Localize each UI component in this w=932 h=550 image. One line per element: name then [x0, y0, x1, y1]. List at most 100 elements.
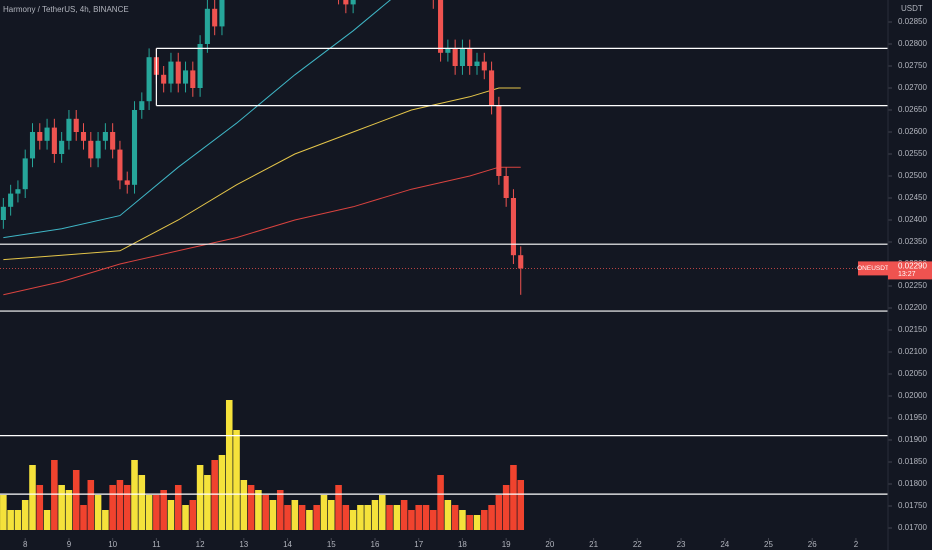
volume-bar: [160, 490, 167, 530]
volume-bar: [422, 505, 430, 530]
price-tag-bg: [888, 261, 932, 280]
candle-body: [131, 110, 138, 185]
volume-bar: [138, 475, 146, 530]
volume-bar: [466, 515, 474, 530]
y-tick-label: 0.02800: [898, 39, 927, 48]
x-tick-label: 20: [545, 540, 554, 549]
y-tick-label: 0.02000: [898, 391, 927, 400]
candle-body: [117, 149, 123, 181]
x-tick-label: 9: [67, 540, 72, 549]
volume-bar: [233, 430, 240, 530]
candle-body: [212, 8, 218, 27]
volume-bar: [225, 400, 233, 530]
y-tick-label: 0.02500: [898, 171, 927, 180]
moving-average: [3, 0, 392, 239]
y-tick-label: 0.02550: [898, 149, 927, 158]
volume-bar: [357, 505, 364, 530]
candle-body: [22, 158, 28, 190]
candle-body: [146, 57, 152, 102]
candle-body: [481, 61, 487, 71]
candle-body: [445, 48, 451, 53]
y-tick-label: 0.02450: [898, 193, 927, 202]
x-tick-label: 25: [764, 540, 773, 549]
volume-bar: [0, 495, 7, 530]
moving-average: [3, 166, 521, 296]
moving-average: [3, 87, 521, 261]
volume-bar: [182, 505, 189, 530]
volume-bar: [291, 500, 299, 530]
volume-bar: [306, 510, 313, 530]
y-tick-label: 0.01700: [898, 523, 927, 532]
volume-bar: [211, 460, 218, 530]
candle-body: [15, 189, 21, 194]
y-tick-label: 0.01850: [898, 457, 927, 466]
volume-bar: [87, 480, 95, 530]
volume-bar: [473, 515, 481, 530]
volume-bar: [284, 505, 291, 530]
x-tick-label: 26: [808, 540, 817, 549]
volume-bar: [459, 510, 466, 530]
x-tick-label: 16: [371, 540, 380, 549]
candle-body: [80, 132, 87, 141]
y-tick-label: 0.02850: [898, 17, 927, 26]
volume-bar: [116, 480, 124, 530]
candle-body: [88, 140, 94, 159]
candle-body: [452, 48, 458, 66]
y-tick-label: 0.01800: [898, 479, 927, 488]
volume-bar: [145, 495, 153, 530]
candle-body: [175, 61, 181, 84]
candle-body: [110, 132, 116, 150]
candle-body: [343, 0, 349, 5]
y-axis-label: USDT: [901, 4, 923, 13]
x-tick-label: 24: [720, 540, 729, 549]
candle-body: [503, 176, 509, 198]
candle-body: [37, 132, 43, 141]
volume-bar: [444, 500, 452, 530]
symbol-tag-bg: [858, 261, 888, 276]
y-tick-label: 0.02100: [898, 347, 927, 356]
volume-bar: [342, 505, 350, 530]
candle-body: [161, 74, 167, 84]
price-tag: 0.02290: [898, 262, 927, 271]
volume-bar: [196, 465, 204, 530]
volume-bar: [481, 510, 488, 530]
volume-bar: [269, 500, 277, 530]
volume-bar: [29, 465, 36, 530]
volume-bar: [189, 500, 197, 530]
volume-bar: [437, 475, 444, 530]
y-tick-label: 0.02650: [898, 105, 927, 114]
y-tick-label: 0.01950: [898, 413, 927, 422]
volume-bar: [451, 505, 459, 530]
x-tick-label: 17: [414, 540, 423, 549]
volume-bar: [94, 495, 102, 530]
candle-body: [489, 70, 495, 106]
volume-bar: [327, 500, 335, 530]
volume-bar: [510, 465, 517, 530]
x-tick-label: 14: [283, 540, 292, 549]
volume-bar: [218, 455, 226, 530]
x-tick-label: 11: [152, 540, 161, 549]
candle-body: [438, 0, 444, 53]
candle-body: [51, 127, 57, 154]
volume-bar: [58, 485, 65, 530]
volume-bar: [488, 505, 495, 530]
candle-body: [124, 180, 130, 185]
x-tick-label: 12: [196, 540, 205, 549]
volume-bar: [14, 510, 22, 530]
candle-body: [190, 70, 196, 88]
volume-bar: [21, 500, 29, 530]
x-tick-label: 18: [458, 540, 467, 549]
volume-bar: [320, 495, 328, 530]
candle-body: [8, 193, 14, 207]
x-tick-label: 21: [589, 540, 598, 549]
volume-bar: [371, 500, 379, 530]
volume-bar: [123, 485, 131, 530]
candle-body: [66, 118, 72, 141]
countdown: 13:27: [898, 271, 916, 278]
volume-bar: [36, 485, 44, 530]
volume-bar: [174, 485, 182, 530]
volume-bar: [255, 490, 262, 530]
candle-body: [139, 101, 145, 110]
volume-bar: [109, 485, 116, 530]
